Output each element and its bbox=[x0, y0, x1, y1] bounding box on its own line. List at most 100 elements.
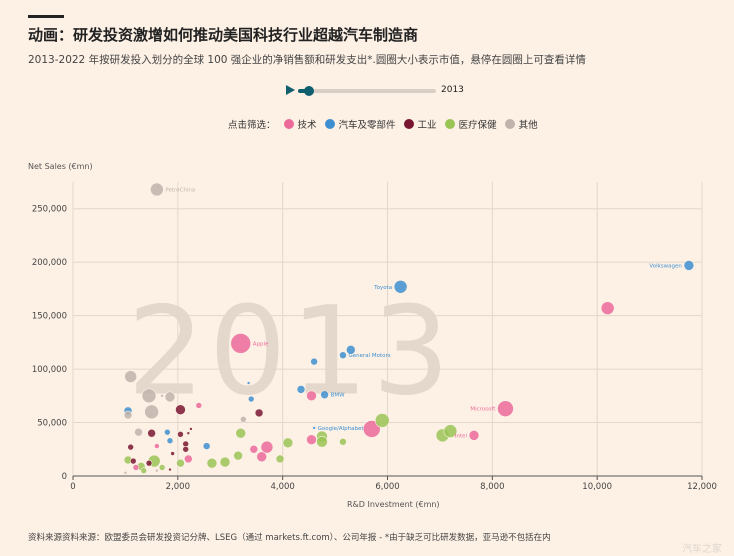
legend-item-auto[interactable]: 汽车及零部件 bbox=[324, 117, 396, 131]
bubble-ind[interactable] bbox=[177, 431, 184, 438]
bubble-label: Google/Alphabet bbox=[318, 426, 365, 432]
legend-dot-other bbox=[504, 119, 515, 129]
bubble-other[interactable] bbox=[123, 410, 133, 420]
bubble-tech[interactable] bbox=[249, 444, 259, 454]
legend-label-industrial: 工业 bbox=[417, 120, 437, 131]
legend-item-other[interactable]: 其他 bbox=[504, 117, 538, 131]
filter-legend: 点击筛选： 技术 汽车及零部件 工业 医疗保健 其他 bbox=[228, 117, 538, 131]
bubble-ind[interactable] bbox=[189, 427, 193, 431]
bubble-auto[interactable] bbox=[393, 279, 408, 294]
bubble-auto[interactable] bbox=[683, 260, 695, 271]
bubble-health[interactable] bbox=[443, 424, 458, 438]
y-tick-label: 150,000 bbox=[32, 312, 67, 322]
bubble-other[interactable] bbox=[134, 427, 143, 437]
timeline-progress bbox=[298, 89, 310, 93]
y-tick-label: 250,000 bbox=[32, 205, 67, 215]
bubble-label: BMW bbox=[331, 393, 346, 399]
bubble-auto[interactable] bbox=[246, 381, 251, 385]
bubble-other[interactable] bbox=[150, 182, 164, 197]
bubble-label: Volkswagen bbox=[649, 263, 682, 269]
bubble-tech[interactable] bbox=[306, 390, 317, 402]
timeline-handle[interactable] bbox=[304, 86, 315, 96]
bubble-ind[interactable] bbox=[147, 428, 156, 438]
bubble-ind[interactable] bbox=[170, 451, 175, 456]
legend-item-industrial[interactable]: 工业 bbox=[403, 117, 437, 131]
bubble-tech[interactable] bbox=[306, 434, 317, 445]
legend-item-health[interactable]: 医疗保健 bbox=[444, 117, 497, 131]
bubble-health[interactable] bbox=[158, 464, 166, 471]
bubble-other[interactable] bbox=[155, 468, 159, 473]
source-note: 资料来源资料来源：欧盟委员会研发投资记分牌、LSEG（通过 markets.ft… bbox=[28, 533, 551, 543]
bubble-ind[interactable] bbox=[168, 467, 172, 472]
bubble-tech[interactable] bbox=[184, 454, 193, 464]
bubble-ind[interactable] bbox=[186, 431, 191, 436]
x-tick-label: 4,000 bbox=[270, 482, 294, 492]
bubble-auto[interactable] bbox=[164, 428, 171, 436]
bubble-auto[interactable] bbox=[202, 442, 211, 450]
legend-dot-auto bbox=[324, 119, 335, 129]
year-watermark: 2013 bbox=[127, 281, 453, 423]
bubble-tech[interactable] bbox=[497, 400, 514, 417]
bubble-ind[interactable] bbox=[129, 457, 137, 465]
bubble-health[interactable] bbox=[275, 454, 285, 464]
bubble-auto[interactable] bbox=[339, 351, 347, 359]
bubble-other[interactable] bbox=[144, 404, 159, 420]
bubble-other[interactable] bbox=[160, 394, 164, 398]
bubble-tech[interactable] bbox=[256, 451, 268, 463]
bubble-other[interactable] bbox=[141, 388, 157, 404]
bubble-auto[interactable] bbox=[310, 357, 318, 366]
bubble-tech[interactable] bbox=[132, 464, 140, 471]
bubble-ind[interactable] bbox=[254, 408, 264, 418]
bubble-label: Toyota bbox=[373, 285, 392, 291]
bubble-other[interactable] bbox=[124, 370, 137, 383]
bubble-tech[interactable] bbox=[195, 402, 203, 409]
legend-dot-tech bbox=[283, 119, 294, 129]
bubble-tech[interactable] bbox=[362, 420, 381, 438]
bubble-ind[interactable] bbox=[127, 443, 134, 451]
legend-label-other: 其他 bbox=[518, 120, 538, 131]
timeline-slider[interactable] bbox=[298, 89, 436, 93]
bubble-ind[interactable] bbox=[175, 404, 186, 416]
bubble-health[interactable] bbox=[176, 458, 185, 468]
bubble-auto[interactable] bbox=[346, 345, 356, 355]
y-tick-label: 50,000 bbox=[37, 419, 67, 429]
chart-title: 动画：研发投资激增如何推动美国科技行业超越汽车制造商 bbox=[28, 26, 419, 44]
bubble-label: General Motors bbox=[348, 353, 390, 359]
bubble-health[interactable] bbox=[316, 435, 328, 448]
bubble-auto[interactable] bbox=[247, 395, 255, 403]
bubble-health[interactable] bbox=[233, 450, 243, 461]
bubble-health[interactable] bbox=[206, 457, 218, 469]
y-axis-label: Net Sales (€mn) bbox=[28, 162, 93, 171]
bubble-ind[interactable] bbox=[182, 445, 189, 453]
bubble-label: PetroChina bbox=[165, 187, 195, 193]
bubble-health[interactable] bbox=[374, 413, 390, 428]
bubble-auto[interactable] bbox=[166, 437, 174, 445]
legend-dot-health bbox=[444, 119, 455, 129]
bubble-other[interactable] bbox=[123, 470, 128, 475]
bubble-health[interactable] bbox=[140, 467, 148, 474]
bubble-other[interactable] bbox=[240, 416, 247, 423]
bubble-auto[interactable] bbox=[312, 426, 316, 430]
bubble-other[interactable] bbox=[164, 391, 176, 403]
x-tick-label: 6,000 bbox=[375, 482, 399, 492]
legend-label-health: 医疗保健 bbox=[458, 120, 497, 131]
bubble-tech[interactable] bbox=[260, 440, 274, 454]
timeline-year: 2013 bbox=[441, 85, 464, 95]
bubble-auto[interactable] bbox=[296, 385, 306, 394]
x-axis-label: R&D Investment (€mn) bbox=[347, 500, 440, 509]
x-tick-label: 2,000 bbox=[166, 482, 190, 492]
bubble-tech[interactable] bbox=[154, 443, 160, 449]
bubble-label: Apple bbox=[253, 341, 269, 347]
play-icon[interactable] bbox=[286, 85, 295, 95]
bubble-auto[interactable] bbox=[320, 390, 329, 400]
bubble-health[interactable] bbox=[219, 456, 231, 468]
bubble-tech[interactable] bbox=[468, 430, 480, 441]
bubble-tech[interactable] bbox=[600, 301, 615, 315]
legend-item-tech[interactable]: 技术 bbox=[283, 117, 317, 131]
bubble-health[interactable] bbox=[282, 437, 294, 449]
bubble-health[interactable] bbox=[235, 427, 247, 439]
bubble-tech[interactable] bbox=[230, 333, 252, 354]
bubble-health[interactable] bbox=[339, 437, 347, 446]
bubble-ind[interactable] bbox=[145, 459, 153, 467]
y-tick-label: 100,000 bbox=[32, 365, 67, 375]
